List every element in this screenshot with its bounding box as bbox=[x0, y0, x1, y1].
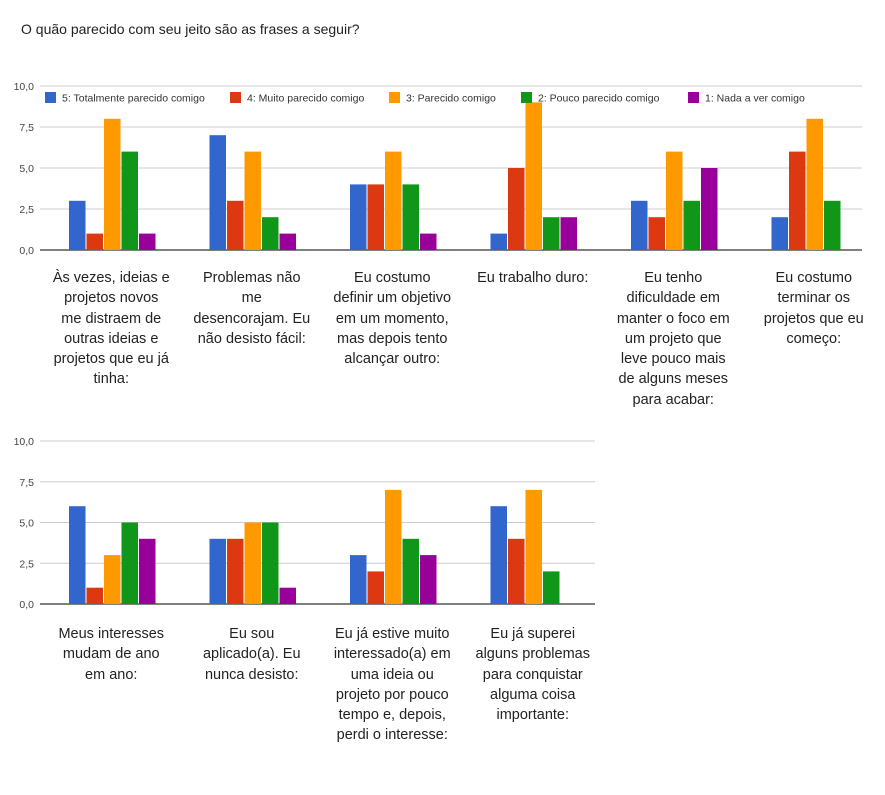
x-tick-label: Eu costumo definir um objetivo em um mom… bbox=[333, 270, 452, 368]
bar bbox=[104, 555, 121, 604]
y-tick-label: 10,0 bbox=[14, 436, 35, 448]
bar bbox=[385, 151, 402, 250]
x-tick-label: Eu trabalho duro: bbox=[477, 270, 589, 286]
legend-label: 5: Totalmente parecido comigo bbox=[62, 93, 205, 105]
legend-label: 4: Muito parecido comigo bbox=[247, 93, 364, 105]
x-tick-label: Eu já superei alguns problemas para conq… bbox=[475, 626, 590, 724]
bar bbox=[683, 200, 700, 250]
bar bbox=[121, 151, 138, 250]
bar bbox=[543, 571, 560, 604]
bar bbox=[139, 233, 156, 250]
bar bbox=[244, 522, 261, 604]
y-tick-label: 0,0 bbox=[19, 599, 34, 611]
bar bbox=[666, 151, 683, 250]
bar bbox=[824, 200, 841, 250]
bar bbox=[367, 184, 384, 250]
y-tick-label: 5,0 bbox=[19, 163, 34, 175]
y-tick-label: 10,0 bbox=[14, 81, 35, 93]
bar bbox=[139, 538, 156, 604]
bar bbox=[420, 555, 437, 604]
bar bbox=[420, 233, 437, 250]
bar bbox=[648, 217, 665, 250]
legend-label: 2: Pouco parecido comigo bbox=[538, 93, 660, 105]
bar bbox=[402, 184, 419, 250]
bar bbox=[86, 587, 103, 604]
bar bbox=[560, 217, 577, 250]
legend-swatch bbox=[389, 92, 400, 103]
legend-swatch bbox=[688, 92, 699, 103]
bar bbox=[279, 233, 296, 250]
bar bbox=[209, 538, 226, 604]
bar bbox=[350, 555, 367, 604]
bar bbox=[771, 217, 788, 250]
bar bbox=[69, 200, 86, 250]
bar bbox=[227, 538, 244, 604]
bar bbox=[789, 151, 806, 250]
x-tick-label: Às vezes, ideias e projetos novos me dis… bbox=[52, 270, 170, 388]
bar bbox=[490, 506, 507, 604]
bar bbox=[121, 522, 138, 604]
x-tick-label: Eu sou aplicado(a). Eu nunca desisto: bbox=[202, 626, 301, 683]
y-tick-label: 2,5 bbox=[19, 204, 34, 216]
x-tick-label: Problemas não me desencorajam. Eu não de… bbox=[193, 270, 311, 347]
x-tick-label: Meus interesses mudam de ano em ano: bbox=[58, 626, 165, 683]
bar bbox=[262, 217, 279, 250]
x-tick-label: Eu já estive muito interessado(a) em uma… bbox=[333, 626, 451, 744]
legend-swatch bbox=[45, 92, 56, 103]
bar bbox=[701, 168, 718, 250]
bar bbox=[525, 102, 542, 251]
bar bbox=[525, 489, 542, 604]
bar bbox=[508, 538, 525, 604]
bar bbox=[104, 118, 121, 250]
bar bbox=[631, 200, 648, 250]
bar bbox=[262, 522, 279, 604]
x-tick-label: Eu tenho dificuldade em manter o foco em… bbox=[616, 270, 730, 408]
bar bbox=[508, 168, 525, 250]
bar bbox=[367, 571, 384, 604]
bar bbox=[385, 489, 402, 604]
bar bbox=[227, 200, 244, 250]
legend-label: 3: Parecido comigo bbox=[406, 93, 496, 105]
bar bbox=[279, 587, 296, 604]
y-tick-label: 2,5 bbox=[19, 558, 34, 570]
y-tick-label: 5,0 bbox=[19, 518, 34, 530]
legend-swatch bbox=[230, 92, 241, 103]
bar bbox=[69, 506, 86, 604]
bar bbox=[402, 538, 419, 604]
y-tick-label: 0,0 bbox=[19, 245, 34, 257]
page-title: O quão parecido com seu jeito são as fra… bbox=[21, 21, 360, 37]
bar bbox=[490, 233, 507, 250]
bar bbox=[86, 233, 103, 250]
legend-label: 1: Nada a ver comigo bbox=[705, 93, 805, 105]
bar bbox=[350, 184, 367, 250]
bar bbox=[806, 118, 823, 250]
y-tick-label: 7,5 bbox=[19, 122, 34, 134]
legend-swatch bbox=[521, 92, 532, 103]
y-tick-label: 7,5 bbox=[19, 477, 34, 489]
x-tick-label: Eu costumo terminar os projetos que eu c… bbox=[763, 270, 864, 347]
bar bbox=[244, 151, 261, 250]
bar bbox=[209, 135, 226, 250]
bar bbox=[543, 217, 560, 250]
